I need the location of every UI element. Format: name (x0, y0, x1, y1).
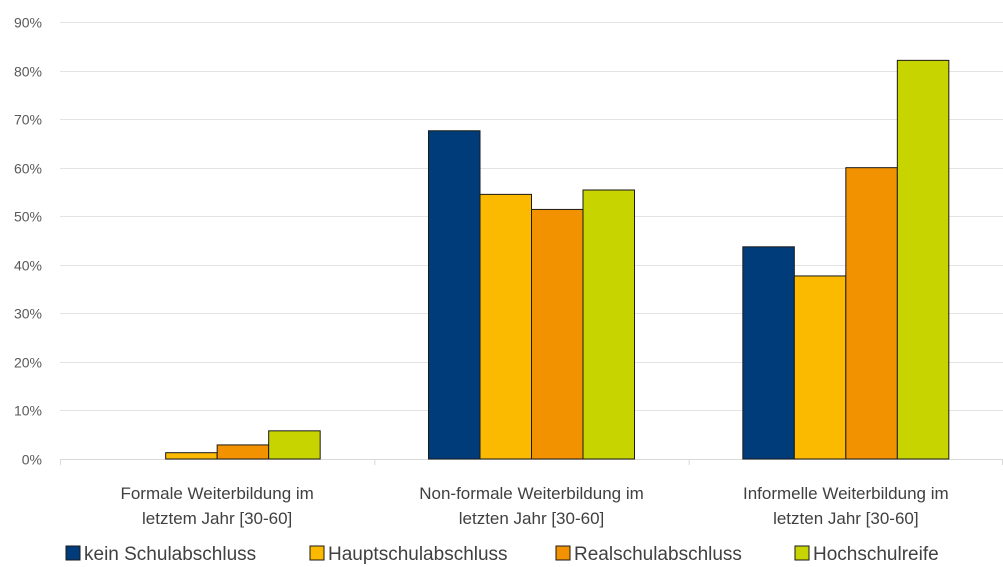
legend-label: Hauptschulabschluss (328, 544, 508, 565)
x-category-label: letzten Jahr [30-60] (773, 509, 919, 528)
y-tick-label: 0% (22, 452, 42, 468)
bars (165, 59, 950, 460)
y-tick-label: 40% (14, 258, 42, 274)
y-tick-label: 10% (14, 403, 42, 419)
legend-swatch (794, 545, 810, 561)
bar-hochschulreife (896, 59, 950, 460)
legend-swatch (65, 545, 81, 561)
y-tick-label: 60% (14, 161, 42, 177)
y-axis-ticks: 0% 10% 20% 30% 40% 50% 60% 70% 80% 90% (14, 15, 42, 468)
y-tick-label: 70% (14, 112, 42, 128)
x-category-label: letztem Jahr [30-60] (142, 509, 292, 528)
legend-swatch (555, 545, 571, 561)
legend: kein Schulabschluss Hauptschulabschluss Re… (65, 544, 939, 565)
bar-kein-schulabschluss (428, 130, 481, 460)
bar-realschulabschluss (216, 444, 270, 460)
y-tick-label: 90% (14, 15, 42, 31)
y-tick-label: 20% (14, 355, 42, 371)
y-tick-label: 80% (14, 64, 42, 80)
bar-hauptschulabschluss (793, 275, 847, 460)
bar-hauptschulabschluss (165, 452, 218, 460)
x-axis: Formale Weiterbildung im letztem Jahr [30… (60, 459, 1003, 528)
x-category-label: Informelle Weiterbildung im (743, 484, 949, 503)
legend-swatch (309, 545, 325, 561)
y-tick-label: 30% (14, 306, 42, 322)
x-category-label: Formale Weiterbildung im (120, 484, 313, 503)
y-tick-label: 50% (14, 209, 42, 225)
legend-label: kein Schulabschluss (84, 544, 256, 565)
bar-realschulabschluss (845, 167, 898, 460)
bar-hochschulreife (582, 189, 635, 460)
bar-kein-schulabschluss (742, 246, 795, 460)
x-category-label: Non-formale Weiterbildung im (419, 484, 644, 503)
bar-hochschulreife (268, 430, 321, 460)
legend-label: Realschulabschluss (574, 544, 742, 565)
x-category-label: letzten Jahr [30-60] (459, 509, 605, 528)
legend-label: Hochschulreife (813, 544, 939, 565)
bar-realschulabschluss (531, 208, 584, 460)
bar-hauptschulabschluss (479, 193, 532, 460)
